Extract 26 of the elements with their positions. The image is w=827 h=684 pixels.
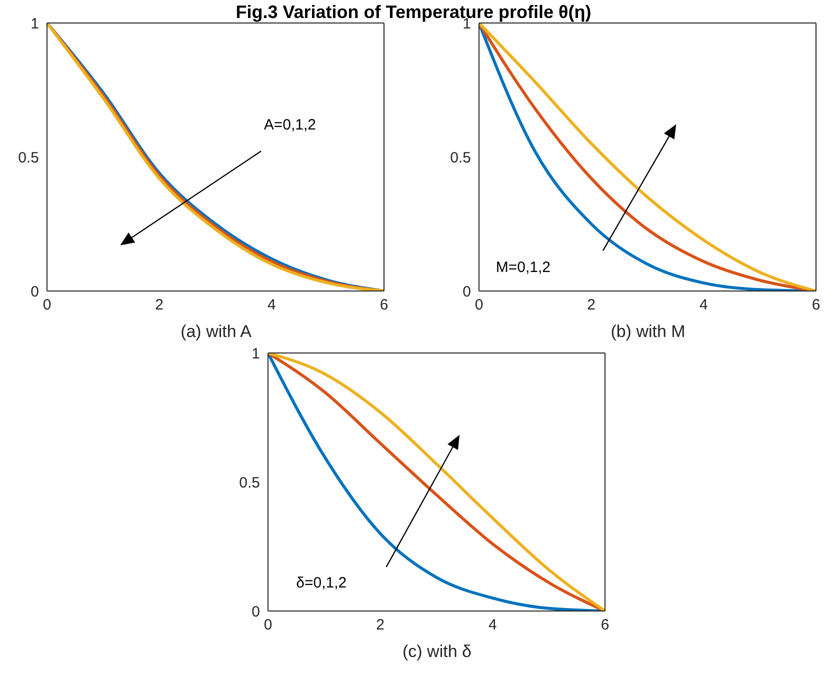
x-axis-title: (b) with M <box>610 322 686 341</box>
y-tick-label: 1 <box>30 15 39 32</box>
x-tick-label: 2 <box>587 296 596 314</box>
x-axis-title: (c) with δ <box>402 642 472 661</box>
x-tick-label: 0 <box>474 296 484 314</box>
x-tick-label: 4 <box>267 296 276 314</box>
y-tick-label: 0.5 <box>450 149 471 166</box>
x-tick-label: 0 <box>264 616 272 634</box>
annotation: A=0,1,2 <box>264 116 316 134</box>
y-tick-label: 1 <box>252 345 260 362</box>
y-tick-label: 0.5 <box>18 149 39 166</box>
x-tick-label: 6 <box>600 616 610 634</box>
x-tick-label: 2 <box>376 616 385 634</box>
annotation: M=0,1,2 <box>496 259 551 276</box>
y-tick-label: 0 <box>30 283 39 300</box>
x-tick-label: 4 <box>699 296 708 314</box>
annotation: δ=0,1,2 <box>296 574 347 592</box>
x-tick-label: 6 <box>812 296 820 314</box>
x-tick-label: 6 <box>380 296 388 314</box>
x-tick-label: 0 <box>42 296 52 314</box>
x-tick-label: 2 <box>155 296 164 314</box>
y-tick-label: 0 <box>252 603 260 620</box>
y-tick-label: 0 <box>462 283 471 300</box>
y-tick-label: 0.5 <box>239 474 260 492</box>
x-axis-title: (a) with A <box>180 322 252 341</box>
x-tick-label: 4 <box>488 616 497 634</box>
